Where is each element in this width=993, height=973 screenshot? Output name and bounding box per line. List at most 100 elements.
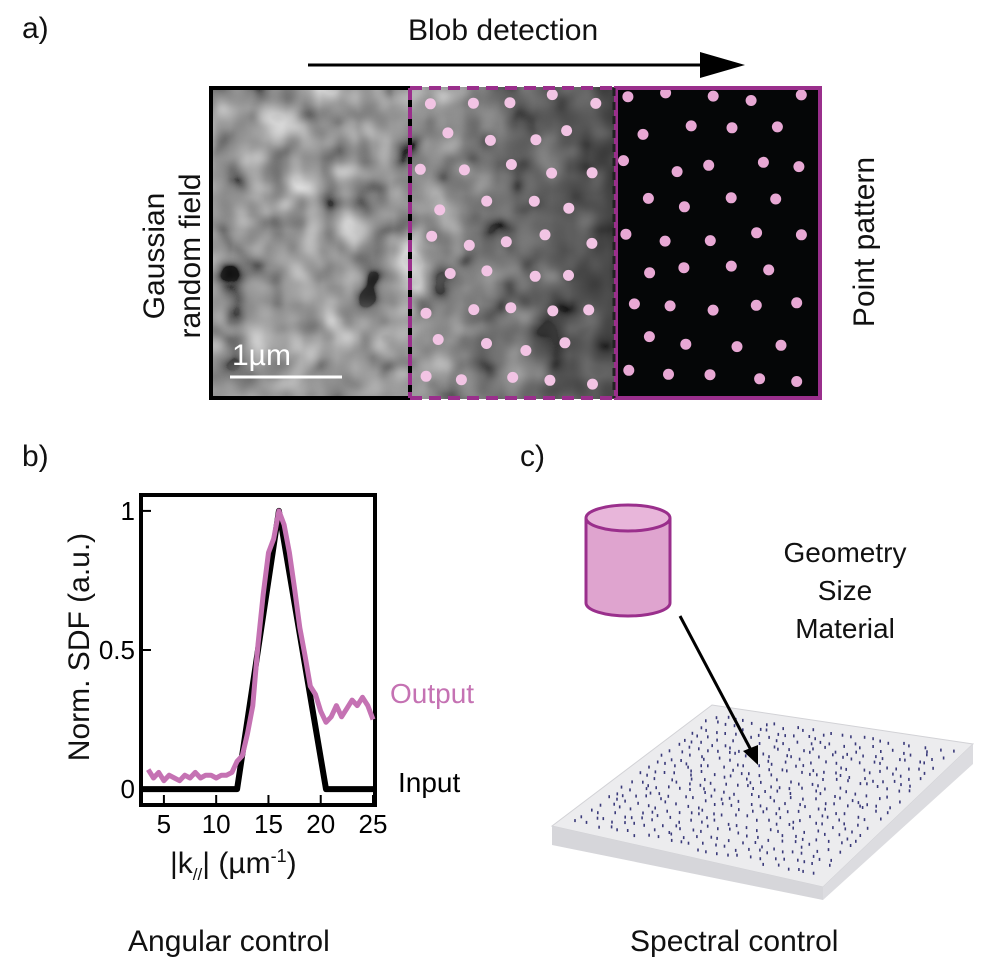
- pattern-dot: [754, 373, 766, 385]
- pattern-dot: [757, 156, 769, 168]
- y-axis-label-text: Norm. SDF (a.u.): [63, 532, 96, 762]
- pattern-dot: [731, 341, 743, 353]
- blob-dot: [530, 134, 542, 146]
- pattern-dot: [763, 264, 775, 276]
- blob-dot: [444, 268, 456, 279]
- blob-dot: [546, 89, 558, 101]
- placement-arrow-line: [678, 615, 754, 753]
- property-geometry: Geometry: [783, 537, 907, 568]
- blob-dot: [563, 269, 574, 281]
- blob-dot: [583, 304, 595, 316]
- blob-dot: [481, 265, 493, 277]
- pattern-dot: [623, 364, 635, 376]
- x-tick-label: 25: [359, 809, 388, 839]
- pattern-dot: [775, 339, 787, 351]
- pattern-dot: [671, 166, 683, 178]
- blob-dot: [468, 304, 480, 316]
- y-tick-label: 0: [121, 774, 135, 804]
- sdf-chart: 5 10 15 20 25 0 0.5 1 Output Input: [99, 493, 474, 839]
- pattern-dot: [663, 368, 674, 380]
- blob-dot: [547, 305, 559, 317]
- pattern-dot: [643, 331, 655, 343]
- blob-dot: [500, 236, 512, 248]
- panel-a-label: a): [22, 12, 49, 45]
- blob-dot: [458, 164, 470, 176]
- panel-b-label: b): [22, 440, 49, 473]
- blob-dot: [563, 202, 575, 214]
- nanopillar-array: [574, 715, 955, 875]
- blob-detection-arrow-head: [700, 52, 745, 78]
- pattern-dot: [664, 300, 676, 312]
- x-tick-label: 15: [254, 809, 283, 839]
- gaussian-title-line-1: Gaussian: [138, 192, 171, 320]
- input-series-label: Input: [398, 767, 460, 798]
- pattern-dot: [770, 193, 782, 205]
- blob-dot: [505, 302, 517, 314]
- blob-dot: [420, 370, 432, 382]
- pattern-dot: [707, 304, 719, 316]
- blob-dot: [455, 374, 467, 386]
- blob-dot: [442, 127, 454, 139]
- gaussian-field-title: Gaussian random field: [137, 126, 209, 386]
- blob-dot: [546, 167, 558, 179]
- blob-dot: [529, 270, 541, 282]
- panel-c-label: c): [520, 440, 545, 473]
- pattern-dot: [725, 192, 737, 204]
- cylinder-icon: [584, 503, 672, 618]
- pattern-dot: [751, 227, 763, 239]
- point-pattern-dots: [618, 87, 807, 387]
- blob-dot: [481, 195, 493, 207]
- pattern-dot: [659, 235, 671, 247]
- blob-dot: [434, 204, 446, 216]
- y-axis-label: Norm. SDF (a.u.): [63, 497, 97, 797]
- blob-dot: [426, 230, 438, 242]
- blob-dot: [504, 97, 516, 109]
- x-tick-label: 5: [157, 809, 171, 839]
- blob-dot: [420, 307, 432, 319]
- blob-dot: [505, 159, 517, 170]
- blob-dot: [520, 345, 532, 356]
- blob-dot: [559, 337, 571, 349]
- panel-a-figure: 1µm: [209, 52, 822, 400]
- pattern-dot: [685, 120, 697, 132]
- gaussian-field-image: [210, 87, 616, 399]
- blob-dots-overlay: [414, 89, 602, 390]
- output-series-label: Output: [390, 678, 474, 709]
- blob-dot: [590, 97, 602, 109]
- x-tick-label: 10: [202, 809, 231, 839]
- pattern-dot: [707, 90, 719, 102]
- pattern-dot: [642, 192, 654, 204]
- pattern-dot: [750, 299, 762, 311]
- blob-dot: [507, 371, 519, 383]
- point-pattern-title: Point pattern: [848, 156, 881, 328]
- blob-dot: [528, 195, 540, 207]
- pattern-dot: [637, 128, 649, 140]
- pattern-dot: [644, 267, 656, 279]
- pattern-dot: [725, 260, 737, 272]
- blob-dot: [544, 374, 556, 386]
- x-axis-label: |k//| (µm-1): [170, 846, 297, 884]
- property-material: Material: [795, 613, 895, 644]
- pattern-dot: [793, 161, 805, 173]
- blob-dot: [467, 97, 479, 109]
- blob-detection-title: Blob detection: [408, 14, 599, 47]
- pattern-dot: [678, 262, 690, 274]
- pattern-dot: [678, 201, 690, 213]
- substrate-slab: [550, 704, 975, 900]
- pattern-dot: [795, 229, 807, 241]
- pattern-dot: [791, 376, 803, 387]
- blob-dot: [586, 167, 598, 179]
- pattern-dot: [628, 298, 640, 310]
- angular-control-caption: Angular control: [128, 925, 330, 958]
- pattern-dot: [620, 228, 632, 240]
- y-tick-label: 1: [121, 496, 135, 526]
- blob-dot: [484, 134, 496, 146]
- pattern-dot: [622, 91, 634, 103]
- blob-dot: [414, 163, 426, 175]
- point-pattern-frame: [614, 86, 822, 400]
- pattern-dot: [704, 235, 716, 247]
- pattern-dot: [680, 338, 692, 350]
- y-tick-label: 0.5: [99, 635, 135, 665]
- chart-series: [143, 507, 376, 793]
- blob-dot: [586, 237, 598, 249]
